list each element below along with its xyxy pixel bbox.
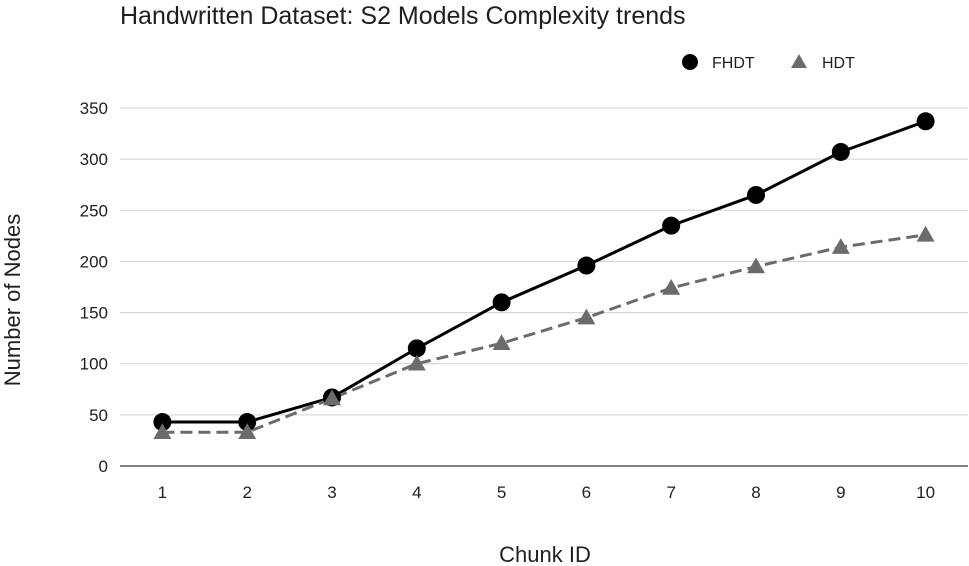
x-tick-label: 6 [582,483,591,502]
y-tick-label: 300 [80,150,108,169]
x-tick-label: 1 [158,483,167,502]
data-point-hdt [662,279,681,295]
x-tick-label: 7 [666,483,675,502]
data-point-fhdt [238,413,257,432]
data-point-hdt [831,238,850,254]
x-tick-label: 4 [412,483,421,502]
series-line-fhdt [162,119,927,424]
x-tick-label: 9 [836,483,845,502]
x-tick-label: 2 [242,483,251,502]
legend-label-fhdt: FHDT [712,55,755,72]
x-tick-label: 10 [916,483,935,502]
data-point-hdt [407,354,426,371]
y-tick-label: 0 [99,457,108,476]
x-tick-label: 3 [327,483,336,502]
data-point-hdt [577,308,596,325]
x-tick-label: 5 [497,483,506,502]
data-point-fhdt [577,256,596,275]
y-tick-label: 250 [80,201,108,220]
chart-title: Handwritten Dataset: S2 Models Complexit… [120,2,686,30]
x-tick-label: 8 [751,483,760,502]
legend-marker-fhdt [682,54,698,70]
series-lines [162,119,927,434]
data-point-hdt [747,257,765,274]
y-tick-label: 50 [89,406,108,425]
data-point-fhdt [831,142,850,161]
data-point-hdt [323,389,341,406]
y-tick-label: 100 [80,355,108,374]
y-axis-label: Number of Nodes [0,214,25,386]
y-axis-ticks: 0 50 100 150 200 250 300 350 [80,99,108,476]
legend: FHDT HDT [682,54,855,72]
data-point-hdt [153,423,172,439]
series-markers [153,112,935,439]
data-point-fhdt [492,293,511,312]
x-axis-label: Chunk ID [499,542,591,566]
data-point-hdt [238,423,257,439]
gridlines [120,107,968,416]
data-point-fhdt [153,413,172,432]
legend-marker-hdt [791,54,807,68]
x-axis-ticks: 1 2 3 4 5 6 7 8 9 10 [158,483,935,502]
data-point-fhdt [407,339,426,358]
y-tick-label: 200 [80,252,108,271]
data-point-fhdt [747,185,765,204]
y-tick-label: 150 [80,304,108,323]
data-point-hdt [916,225,935,242]
y-tick-label: 350 [80,99,108,118]
series-line-hdt [162,233,926,434]
data-point-fhdt [662,216,681,235]
data-point-fhdt [916,112,935,131]
data-point-hdt [492,334,511,351]
legend-label-hdt: HDT [822,55,855,72]
